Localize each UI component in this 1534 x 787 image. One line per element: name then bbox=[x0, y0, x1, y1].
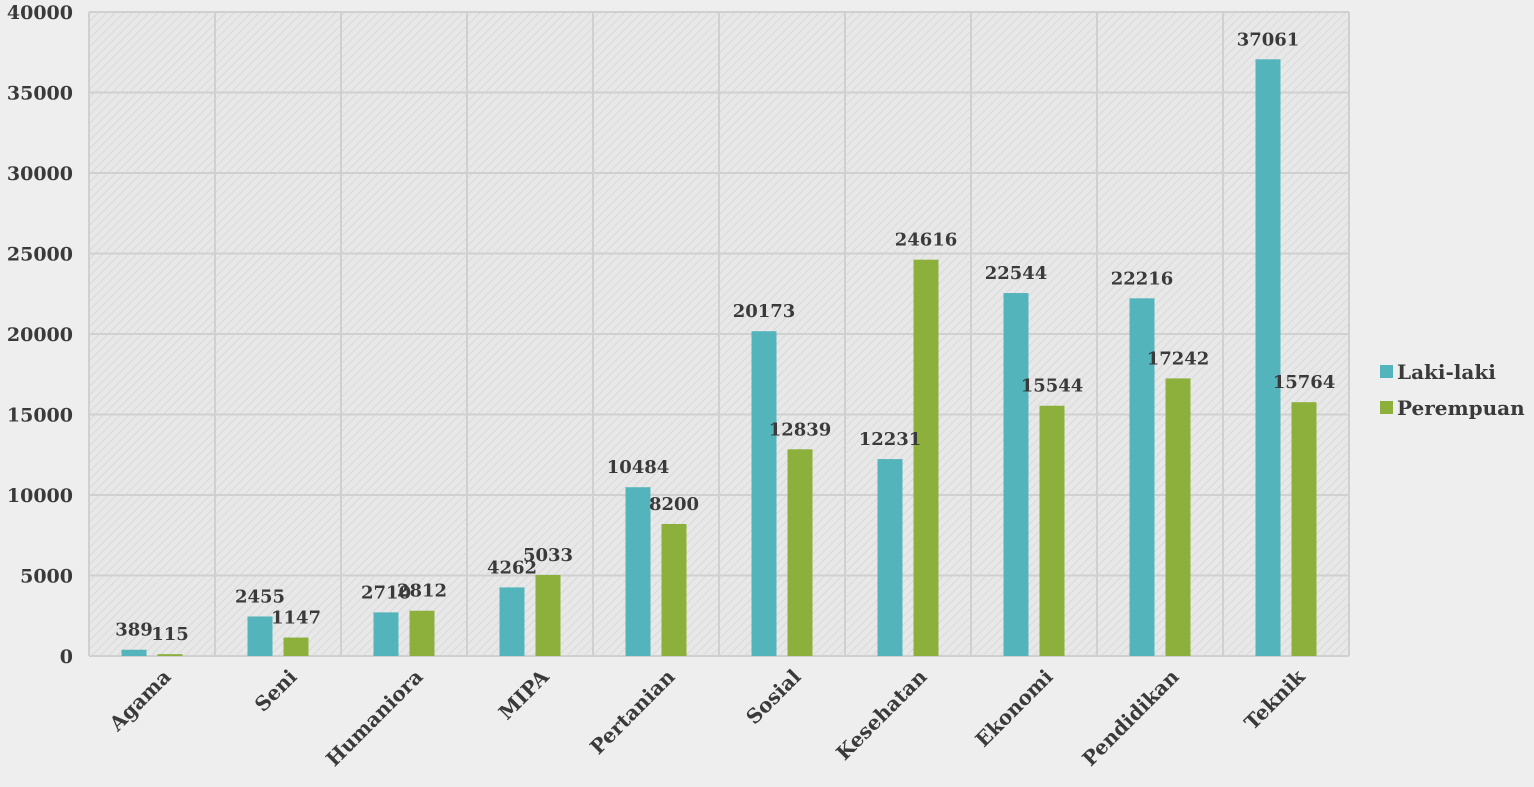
x-axis-categories: Agama Seni Humaniora MIPA Pertanian Sosial Kes… bbox=[104, 664, 1311, 771]
legend-label: Laki-laki bbox=[1397, 360, 1496, 384]
bar-laki-laki bbox=[121, 649, 147, 656]
y-tick-label: 5000 bbox=[20, 566, 73, 588]
bars bbox=[121, 59, 1317, 657]
grid-lines bbox=[88, 11, 1350, 657]
data-label: 12839 bbox=[769, 419, 832, 440]
data-label: 17242 bbox=[1147, 348, 1210, 369]
x-category-label: MIPA bbox=[494, 664, 554, 724]
x-category-label: Ekonomi bbox=[970, 664, 1057, 751]
x-category-label: Agama bbox=[104, 665, 176, 737]
data-label: 12231 bbox=[859, 429, 922, 450]
y-tick-label: 10000 bbox=[7, 485, 73, 507]
data-label: 2812 bbox=[397, 581, 447, 602]
y-tick-label: 15000 bbox=[7, 405, 73, 427]
y-tick-label: 30000 bbox=[7, 163, 73, 185]
y-tick-label: 40000 bbox=[7, 2, 73, 24]
x-category-label: Teknik bbox=[1239, 664, 1310, 735]
bar-laki-laki bbox=[625, 487, 651, 656]
bar-laki-laki bbox=[877, 459, 903, 656]
legend-swatch bbox=[1380, 401, 1393, 414]
data-label: 20173 bbox=[733, 301, 796, 322]
y-axis-ticks: 0 5000 10000 15000 20000 25000 30000 35000 40000 bbox=[7, 2, 73, 668]
data-label: 2710 bbox=[361, 582, 411, 603]
data-label: 22216 bbox=[1111, 268, 1174, 289]
x-category-label: Seni bbox=[250, 664, 302, 716]
bar-perempuan bbox=[661, 523, 687, 656]
data-label: 4262 bbox=[487, 557, 537, 578]
bar-laki-laki bbox=[373, 612, 399, 656]
data-label: 15764 bbox=[1273, 372, 1336, 393]
data-label: 22544 bbox=[985, 263, 1048, 284]
data-label: 5033 bbox=[523, 545, 573, 566]
data-label: 1147 bbox=[271, 608, 321, 629]
bar-perempuan bbox=[535, 574, 561, 656]
bar-perempuan bbox=[1165, 378, 1191, 656]
bar-perempuan bbox=[1039, 405, 1065, 656]
x-category-label: Pertanian bbox=[585, 664, 680, 759]
x-category-label: Kesehatan bbox=[831, 664, 932, 765]
bar-perempuan bbox=[409, 610, 435, 656]
y-tick-label: 25000 bbox=[7, 244, 73, 266]
data-label: 15544 bbox=[1021, 376, 1084, 397]
data-label: 389 bbox=[115, 620, 153, 641]
legend: Laki-laki Perempuan bbox=[1380, 360, 1525, 420]
x-category-label: Pendidikan bbox=[1077, 664, 1184, 771]
data-label: 24616 bbox=[895, 230, 958, 251]
bar-perempuan bbox=[787, 449, 813, 656]
y-tick-label: 20000 bbox=[7, 324, 73, 346]
bar-laki-laki bbox=[1003, 293, 1029, 656]
bar-laki-laki bbox=[1129, 298, 1155, 656]
x-category-label: Humaniora bbox=[321, 665, 427, 771]
bar-laki-laki bbox=[499, 587, 525, 656]
bar-perempuan bbox=[157, 654, 183, 656]
legend-label: Perempuan bbox=[1397, 396, 1525, 420]
bar-perempuan bbox=[1291, 402, 1317, 656]
y-tick-label: 35000 bbox=[7, 83, 73, 105]
x-category-label: Sosial bbox=[741, 664, 806, 729]
bar-perempuan bbox=[913, 259, 939, 656]
data-label: 2455 bbox=[235, 586, 285, 607]
legend-swatch bbox=[1380, 365, 1393, 378]
data-label: 37061 bbox=[1237, 29, 1300, 50]
bar-perempuan bbox=[283, 637, 309, 656]
data-label: 8200 bbox=[649, 494, 699, 515]
data-label: 10484 bbox=[607, 457, 670, 478]
y-tick-label: 0 bbox=[60, 646, 73, 668]
bar-laki-laki bbox=[751, 331, 777, 656]
bar-laki-laki bbox=[1255, 59, 1281, 657]
bar-laki-laki bbox=[247, 616, 273, 656]
data-label: 115 bbox=[151, 624, 189, 645]
